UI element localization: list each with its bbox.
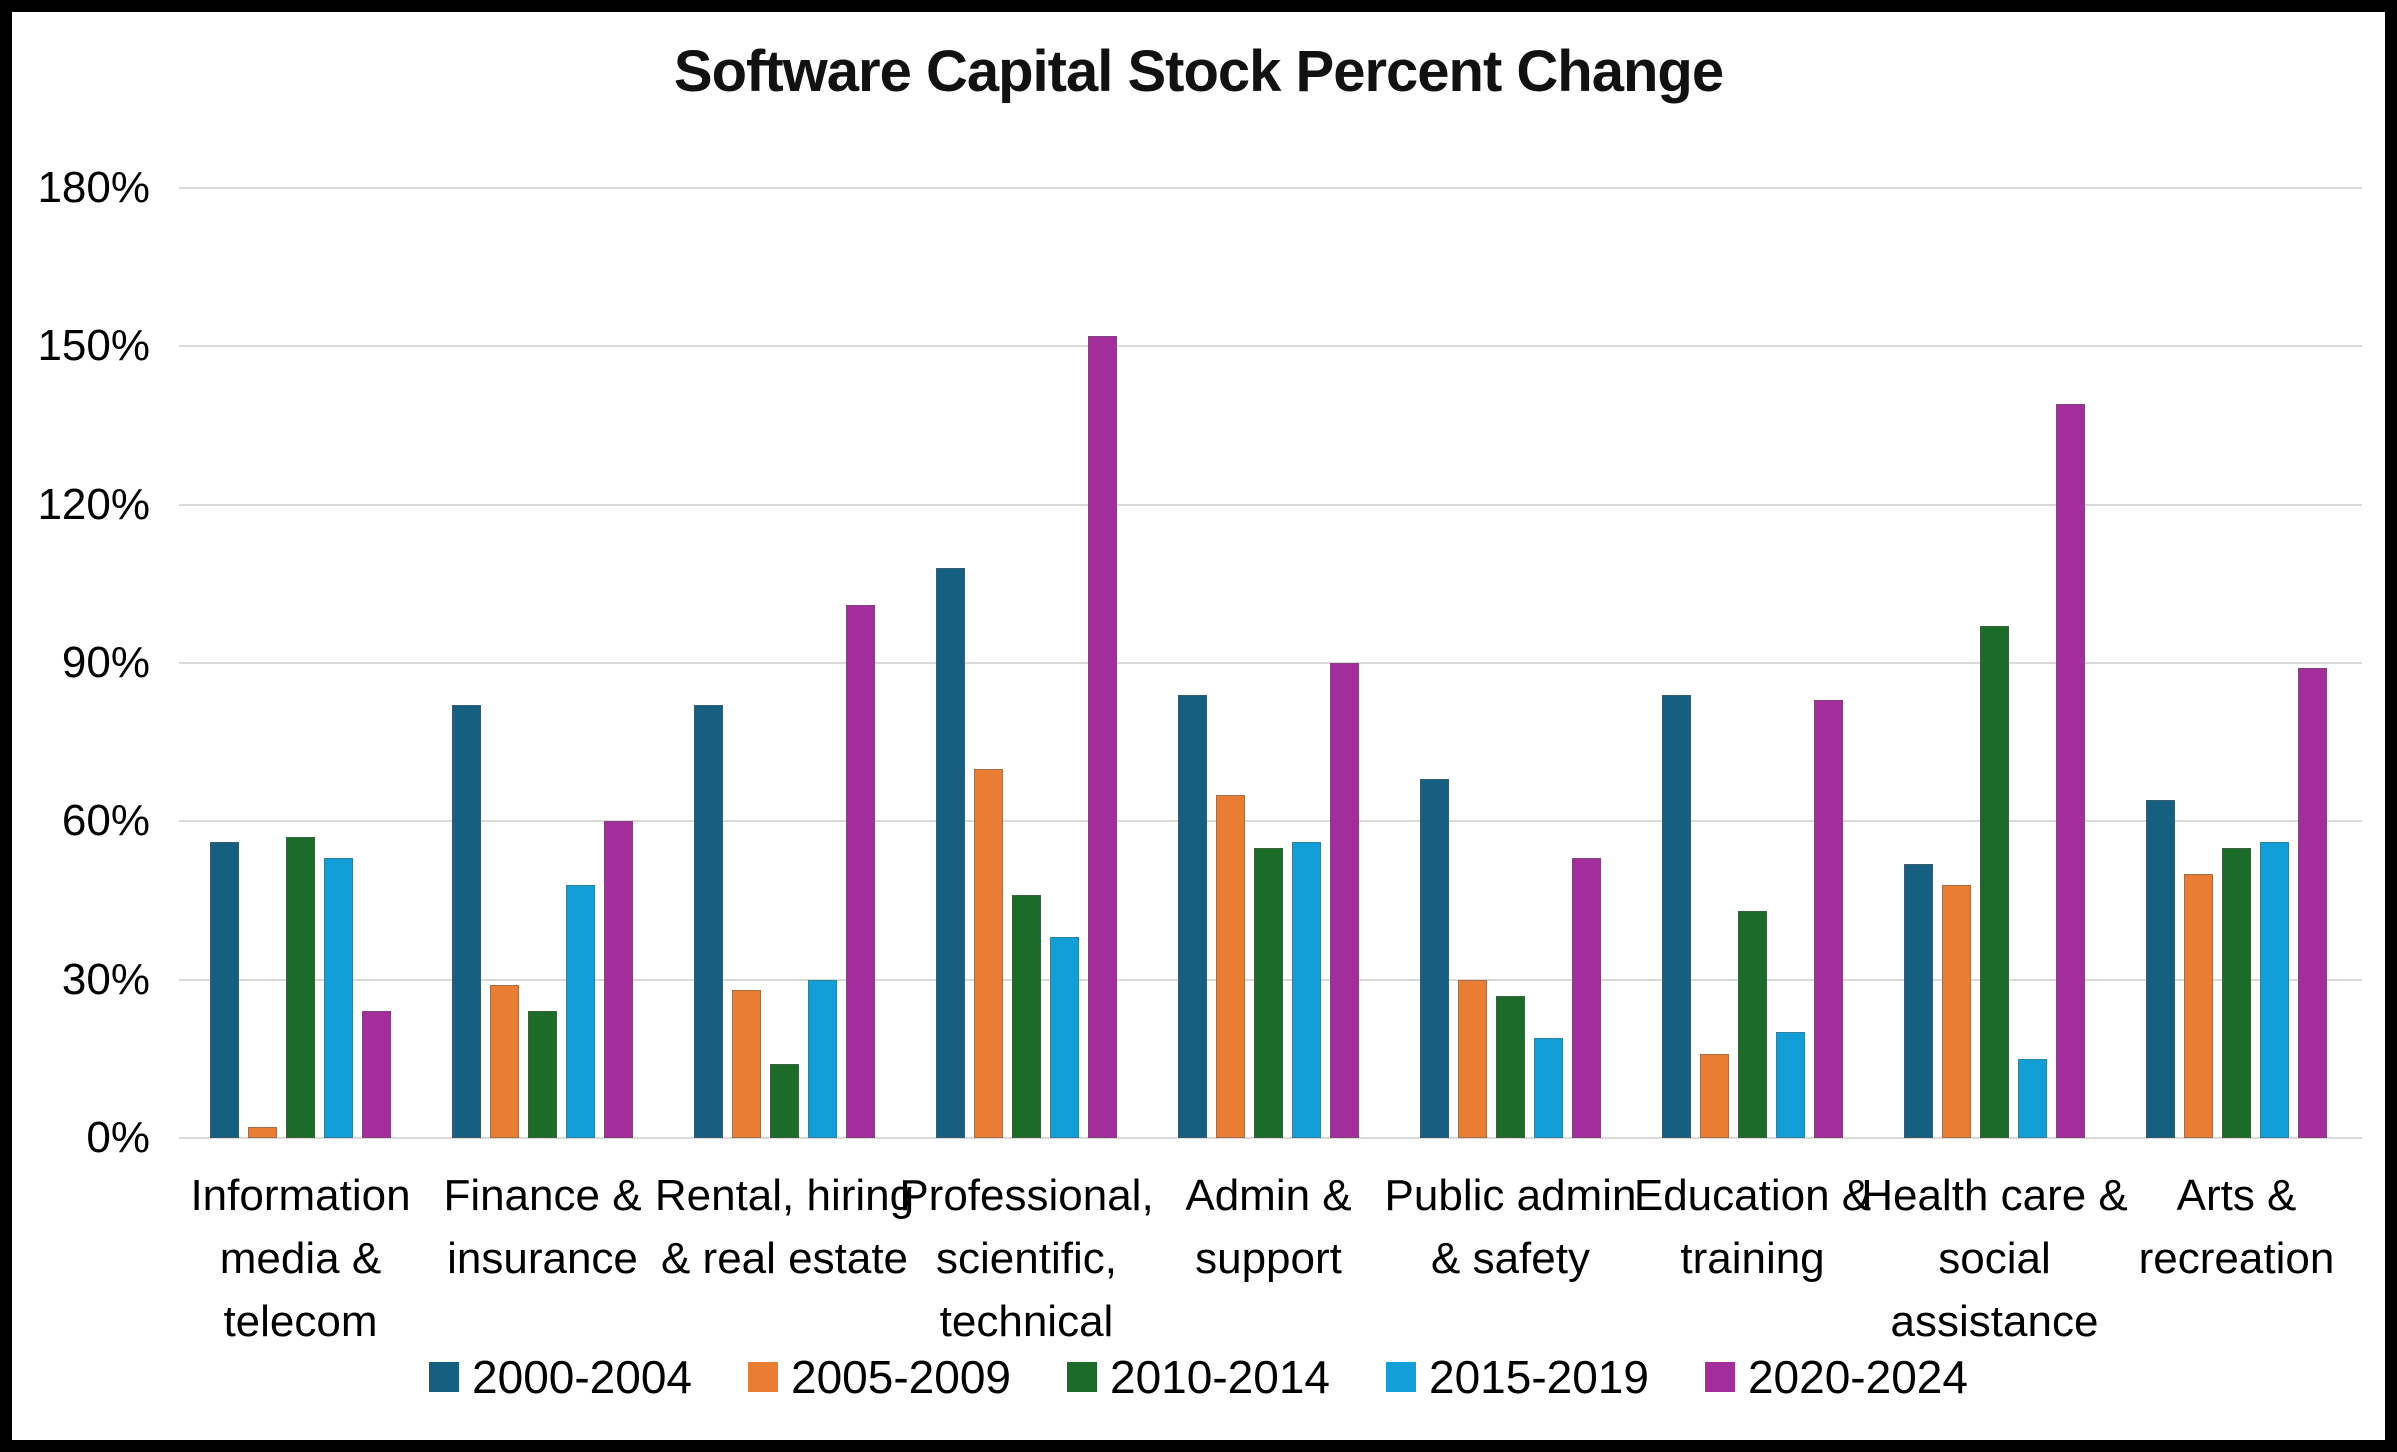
y-tick-label-150: 150% xyxy=(37,321,150,371)
bar-group-5 xyxy=(1178,663,1359,1138)
bar-2010-2014-group5 xyxy=(1254,847,1283,1138)
bar-group-2 xyxy=(452,705,633,1138)
x-axis-label-9: Arts & recreation xyxy=(2138,1171,2335,1283)
legend-swatch-2005-2009 xyxy=(748,1362,779,1392)
bar-2020-2024-group6 xyxy=(1572,858,1601,1138)
bar-2005-2009-group1 xyxy=(248,1127,277,1138)
legend-label-2010-2014: 2010-2014 xyxy=(1110,1351,1330,1403)
x-axis-label-1: Information media & telecom xyxy=(190,1171,411,1346)
bar-group-6 xyxy=(1420,779,1601,1138)
bar-2015-2019-group3 xyxy=(808,979,837,1138)
bar-2005-2009-group2 xyxy=(490,984,519,1138)
x-axis-label-2: Finance & insurance xyxy=(443,1171,642,1283)
bar-2015-2019-group5 xyxy=(1292,842,1321,1138)
x-axis-label-4: Professional, scientific, technical xyxy=(899,1171,1154,1346)
legend-swatch-2000-2004 xyxy=(429,1362,460,1392)
bar-2010-2014-group4 xyxy=(1012,895,1041,1138)
bar-2000-2004-group2 xyxy=(452,705,481,1138)
bar-2020-2024-group4 xyxy=(1088,335,1117,1138)
bar-group-4 xyxy=(936,335,1117,1138)
bar-group-3 xyxy=(694,604,875,1138)
bar-2010-2014-group3 xyxy=(770,1064,799,1138)
x-axis-label-3: Rental, hiring & real estate xyxy=(654,1171,915,1283)
y-tick-label-60: 60% xyxy=(61,796,150,846)
bar-2020-2024-group2 xyxy=(604,821,633,1138)
y-tick-label-0: 0% xyxy=(86,1113,150,1162)
bar-2010-2014-group1 xyxy=(286,837,315,1138)
legend: 2000-2004 2005-2009 2010-2014 2015-2019 2020… xyxy=(12,1350,2385,1404)
bar-2005-2009-group3 xyxy=(732,990,761,1138)
bar-2005-2009-group8 xyxy=(1942,884,1971,1138)
bar-2000-2004-group5 xyxy=(1178,694,1207,1138)
gridline-150 xyxy=(179,345,2362,348)
legend-item-2020-2024: 2020-2024 xyxy=(1704,1350,1968,1404)
x-axis-label-8: Health care & social assistance xyxy=(1861,1171,2128,1346)
x-axis-label-6: Public admin & safety xyxy=(1384,1171,1637,1283)
bar-2020-2024-group1 xyxy=(362,1011,391,1138)
bar-2005-2009-group6 xyxy=(1458,979,1487,1138)
legend-label-2005-2009: 2005-2009 xyxy=(791,1351,1011,1403)
bar-2010-2014-group8 xyxy=(1980,626,2009,1138)
legend-label-2015-2019: 2015-2019 xyxy=(1428,1351,1649,1403)
bar-2020-2024-group7 xyxy=(1814,699,1843,1138)
bar-2000-2004-group1 xyxy=(210,842,239,1138)
bar-2000-2004-group9 xyxy=(2146,800,2175,1138)
bar-2005-2009-group7 xyxy=(1700,1053,1729,1138)
bar-2005-2009-group9 xyxy=(2184,874,2213,1138)
bar-2010-2014-group6 xyxy=(1496,995,1525,1138)
bar-2020-2024-group9 xyxy=(2298,668,2327,1138)
legend-item-2015-2019: 2015-2019 xyxy=(1385,1350,1649,1404)
gridline-60 xyxy=(179,820,2362,823)
gridline-0 xyxy=(179,1137,2362,1139)
legend-swatch-2015-2019 xyxy=(1385,1362,1416,1392)
bar-group-7 xyxy=(1662,694,1843,1138)
bar-2010-2014-group7 xyxy=(1738,911,1767,1138)
bar-2015-2019-group4 xyxy=(1050,937,1079,1138)
legend-item-2005-2009: 2005-2009 xyxy=(748,1350,1011,1404)
y-tick-label-30: 30% xyxy=(61,954,150,1004)
gridline-90 xyxy=(179,662,2362,664)
legend-item-2000-2004: 2000-2004 xyxy=(429,1350,692,1404)
bar-2015-2019-group6 xyxy=(1534,1037,1563,1138)
y-tick-label-120: 120% xyxy=(37,479,150,529)
gridline-180 xyxy=(179,187,2362,189)
bar-2000-2004-group7 xyxy=(1662,694,1691,1138)
bar-group-1 xyxy=(210,837,391,1138)
bar-2015-2019-group9 xyxy=(2260,842,2289,1138)
bar-2005-2009-group5 xyxy=(1216,794,1245,1138)
legend-swatch-2020-2024 xyxy=(1704,1362,1735,1392)
bar-2020-2024-group3 xyxy=(846,604,875,1138)
bar-2000-2004-group6 xyxy=(1420,779,1449,1138)
x-axis-label-7: Education & training xyxy=(1633,1171,1872,1283)
y-tick-label-90: 90% xyxy=(61,638,150,687)
bar-2000-2004-group4 xyxy=(936,568,965,1138)
bar-2000-2004-group3 xyxy=(694,705,723,1138)
bar-2015-2019-group1 xyxy=(324,858,353,1138)
bar-group-9 xyxy=(2146,668,2327,1138)
x-axis-label-5: Admin & support xyxy=(1185,1171,1352,1283)
y-tick-label-180: 180% xyxy=(37,163,150,212)
legend-label-2020-2024: 2020-2024 xyxy=(1747,1351,1968,1403)
gridline-120 xyxy=(179,503,2362,506)
chart-title: Software Capital Stock Percent Change xyxy=(673,39,1724,104)
legend-swatch-2010-2014 xyxy=(1067,1362,1097,1392)
bar-2015-2019-group2 xyxy=(566,884,595,1138)
bar-2010-2014-group2 xyxy=(528,1011,557,1138)
bar-2005-2009-group4 xyxy=(974,768,1003,1138)
bar-group-8 xyxy=(1904,404,2085,1138)
bar-2015-2019-group7 xyxy=(1776,1032,1805,1138)
bar-2000-2004-group8 xyxy=(1904,863,1933,1138)
bar-2010-2014-group9 xyxy=(2222,847,2251,1138)
bar-2020-2024-group8 xyxy=(2056,404,2085,1138)
bar-2015-2019-group8 xyxy=(2018,1058,2047,1138)
plot-area xyxy=(179,187,2362,1139)
legend-label-2000-2004: 2000-2004 xyxy=(472,1351,693,1403)
bar-2020-2024-group5 xyxy=(1330,663,1359,1138)
legend-item-2010-2014: 2010-2014 xyxy=(1067,1350,1330,1404)
